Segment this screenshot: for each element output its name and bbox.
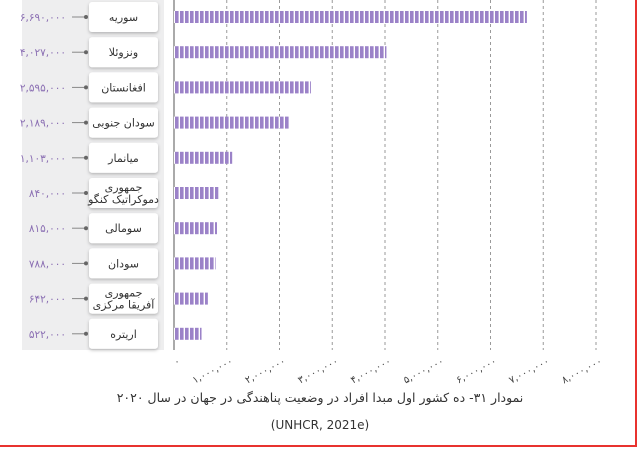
x-tick-label: ۴,۰۰۰,۰۰۰: [349, 356, 393, 385]
category-card: [89, 318, 158, 349]
value-label: ۴,۰۲۷,۰۰۰: [20, 47, 66, 59]
category-card: [89, 142, 158, 173]
category-card: [89, 2, 158, 32]
connector-dot: [84, 331, 88, 336]
x-tick-label: ۶,۰۰۰,۰۰۰: [455, 356, 499, 385]
connector-dot: [84, 85, 88, 90]
connector-dot: [84, 15, 88, 19]
bar: [174, 151, 233, 164]
category-card: [89, 72, 158, 103]
value-label: ۷۸۸,۰۰۰: [29, 258, 66, 270]
category-card: [89, 178, 158, 208]
bar: [174, 81, 311, 94]
bar: [174, 46, 387, 59]
category-label: سوریه: [109, 11, 138, 24]
x-tick-label: ۷,۰۰۰,۰۰۰: [507, 356, 551, 385]
chart-source: (UNHCR, 2021e): [270, 418, 370, 432]
value-label: ۶۴۲,۰۰۰: [29, 294, 66, 306]
x-tick-label: ۵,۰۰۰,۰۰۰: [402, 356, 446, 385]
category-label: اریتره: [110, 328, 137, 341]
bar: [174, 187, 219, 199]
x-tick-label: ۲,۰۰۰,۰۰۰: [244, 356, 288, 385]
value-label: ۸۴۰,۰۰۰: [29, 188, 66, 200]
connector-dot: [84, 261, 88, 266]
category-label: ونزوئلا: [109, 46, 138, 59]
category-card: [89, 248, 158, 279]
value-label: ۶,۶۹۰,۰۰۰: [20, 12, 66, 24]
connector-dot: [84, 120, 88, 125]
x-tick-label: ۸,۰۰۰,۰۰۰: [560, 356, 604, 385]
bar: [174, 222, 217, 235]
connector-dot: [84, 50, 88, 55]
category-label: سومالی: [105, 222, 142, 235]
bar: [174, 11, 527, 23]
connector-dot: [84, 226, 88, 231]
category-label: افغانستان: [101, 81, 146, 94]
bar-chart: سوریه ۶,۶۹۰,۰۰۰ ونزوئلا ۴,۰۲۷,۰۰۰ افغانستان ۲…: [20, 0, 604, 385]
connector-dot: [84, 155, 88, 160]
category-label: جمهوری آفریقا مرکزی: [93, 287, 156, 312]
category-card: [89, 107, 158, 138]
value-label: ۲,۱۸۹,۰۰۰: [20, 118, 66, 130]
chart-caption: نمودار ۳۱- ده کشور اول مبدا افراد در وضع…: [116, 390, 524, 405]
bar: [174, 292, 208, 305]
x-tick-label: ۳,۰۰۰,۰۰۰: [296, 356, 340, 385]
value-label: ۸۱۵,۰۰۰: [29, 223, 66, 235]
x-tick-label: ۱,۰۰۰,۰۰۰: [191, 356, 235, 385]
category-label: سودان: [108, 257, 139, 270]
connector-dot: [84, 296, 88, 301]
category-card: [89, 37, 158, 68]
category-label: سودان جنوبی: [92, 117, 154, 130]
connector-dot: [84, 191, 88, 195]
value-label: ۵۲۲,۰۰۰: [29, 329, 66, 341]
value-label: ۲,۵۹۵,۰۰۰: [20, 82, 66, 94]
category-label: جمهوری دموکراتیک کنگو: [87, 181, 159, 206]
bar: [174, 327, 202, 340]
category-label: میانمار: [107, 152, 139, 165]
bar: [174, 257, 216, 270]
value-label: ۱,۱۰۳,۰۰۰: [20, 153, 66, 165]
bar: [174, 116, 290, 129]
x-tick-label: ۰: [172, 356, 182, 368]
category-card: [89, 283, 158, 314]
category-card: [89, 213, 158, 244]
